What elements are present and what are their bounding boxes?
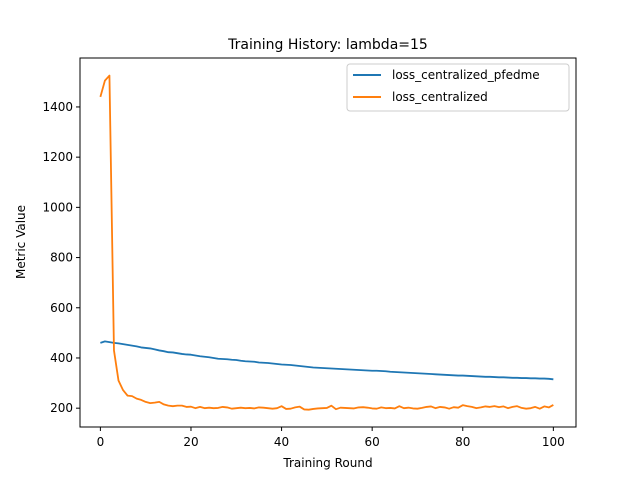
x-tick-label: 100: [542, 435, 565, 449]
y-tick-label: 1400: [42, 100, 73, 114]
x-axis-label: Training Round: [282, 456, 372, 470]
legend: loss_centralized_pfedme loss_centralized: [346, 63, 570, 112]
x-tick-label: 20: [183, 435, 198, 449]
series-layer: [99, 74, 554, 411]
y-tick-label: 600: [50, 301, 73, 315]
legend-box: [346, 63, 570, 112]
y-tick-label: 1000: [42, 200, 73, 214]
y-tick-label: 200: [50, 401, 73, 415]
plot-frame: [79, 57, 577, 428]
x-tick-label: 40: [274, 435, 289, 449]
plot-area: 0 20 40 60 80 100 200 400 600 800 1000 1200 1400: [42, 57, 577, 449]
chart-title: Training History: lambda=15: [227, 37, 428, 53]
legend-label-loss-centralized: loss_centralized: [392, 90, 488, 104]
series-line-loss-centralized-pfedme: [100, 340, 554, 381]
x-tick-label: 60: [365, 435, 380, 449]
x-tick-label: 0: [97, 435, 105, 449]
y-tick-label: 400: [50, 351, 73, 365]
plot-background: [80, 58, 576, 427]
y-tick-label: 800: [50, 251, 73, 265]
legend-label-loss-centralized-pfedme: loss_centralized_pfedme: [392, 68, 540, 82]
y-axis-label: Metric Value: [14, 205, 28, 279]
y-tick-label: 1200: [42, 150, 73, 164]
series-line-loss-centralized: [99, 74, 554, 411]
ticks-layer: 0 20 40 60 80 100 200 400 600 800 1000 1200 1400: [42, 100, 564, 449]
x-tick-label: 80: [455, 435, 470, 449]
